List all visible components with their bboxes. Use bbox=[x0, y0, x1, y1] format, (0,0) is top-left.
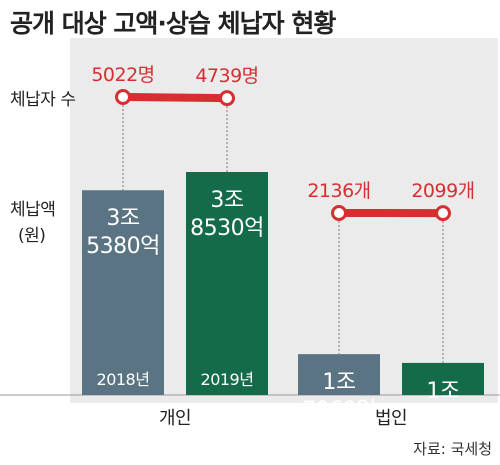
bar-value-label: 1조 bbox=[322, 370, 355, 395]
bar-value-label: 8530억 bbox=[190, 216, 264, 241]
amount-unit-label: (원) bbox=[18, 226, 45, 246]
year-label: 2018년 bbox=[97, 370, 150, 389]
count-point bbox=[115, 89, 131, 105]
bar-value-label: 7060억 bbox=[302, 398, 376, 423]
bar-value-label: 3조 bbox=[210, 188, 243, 213]
bar bbox=[186, 172, 268, 395]
count-line-0 bbox=[119, 93, 231, 103]
count-point bbox=[331, 205, 347, 221]
amount-row-label: 체납액 bbox=[10, 200, 55, 220]
category-label: 법인 bbox=[375, 408, 407, 429]
count-label: 4739명 bbox=[195, 65, 258, 87]
bar bbox=[402, 362, 484, 395]
bar-value-label: 3조 bbox=[106, 206, 139, 231]
bar-value-label: 5543억 bbox=[406, 407, 480, 432]
bar bbox=[298, 354, 380, 395]
count-label: 2136개 bbox=[307, 180, 370, 202]
count-label: 2099개 bbox=[411, 180, 474, 202]
source-note: 자료: 국세청 bbox=[413, 440, 492, 458]
count-label: 5022명 bbox=[91, 64, 154, 86]
chart-title: 공개 대상 고액·상습 체납자 현황 bbox=[10, 9, 336, 38]
bar-value-label: 5380억 bbox=[86, 234, 160, 259]
year-label: 2019년 bbox=[201, 370, 254, 389]
bar bbox=[82, 190, 164, 395]
count-row-label: 체납자 수 bbox=[10, 90, 75, 110]
count-point bbox=[219, 90, 235, 107]
category-label: 개인 bbox=[159, 408, 191, 429]
count-point bbox=[435, 205, 451, 222]
bar-value-label: 1조 bbox=[426, 379, 459, 404]
